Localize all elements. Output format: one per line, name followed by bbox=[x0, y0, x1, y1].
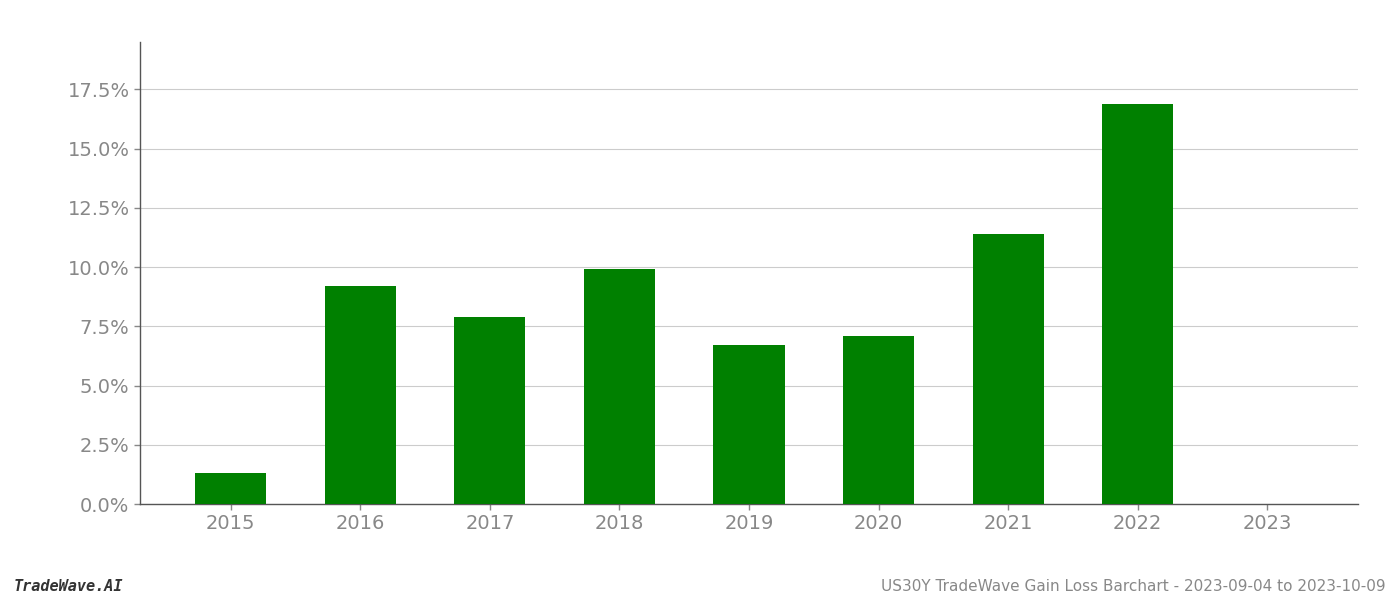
Bar bbox=[454, 317, 525, 504]
Bar bbox=[843, 336, 914, 504]
Bar bbox=[714, 345, 784, 504]
Bar bbox=[973, 234, 1044, 504]
Text: US30Y TradeWave Gain Loss Barchart - 2023-09-04 to 2023-10-09: US30Y TradeWave Gain Loss Barchart - 202… bbox=[882, 579, 1386, 594]
Bar bbox=[1102, 104, 1173, 504]
Text: TradeWave.AI: TradeWave.AI bbox=[14, 579, 123, 594]
Bar bbox=[325, 286, 396, 504]
Bar bbox=[195, 473, 266, 504]
Bar bbox=[584, 269, 655, 504]
